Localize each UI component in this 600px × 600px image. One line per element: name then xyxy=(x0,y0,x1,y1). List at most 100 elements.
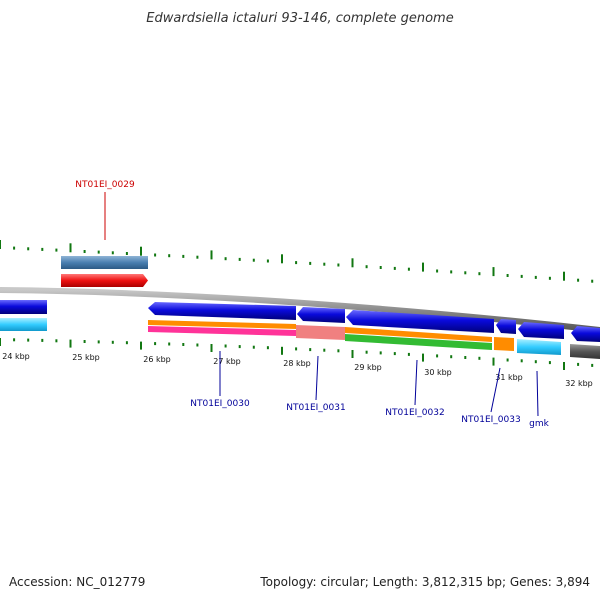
major-tick xyxy=(140,246,142,256)
minor-tick xyxy=(168,254,171,258)
minor-tick xyxy=(407,352,410,356)
minor-tick xyxy=(97,250,100,254)
orange-band-2[interactable] xyxy=(345,327,492,342)
gene-label-nt01ei-0032[interactable]: NT01EI_0032 xyxy=(385,408,444,418)
major-tick xyxy=(351,350,354,358)
cds-right-edge[interactable] xyxy=(571,326,600,342)
minor-tick xyxy=(309,261,312,265)
kbp-label: 28 kbp xyxy=(283,359,311,368)
minor-tick xyxy=(238,345,241,349)
annotation-bands xyxy=(148,320,600,359)
cds-nt01ei-0031[interactable] xyxy=(297,307,345,323)
lower-tick-ruler xyxy=(0,338,594,370)
kbp-label: 27 kbp xyxy=(213,357,241,366)
gene-label-nt01ei-0031[interactable]: NT01EI_0031 xyxy=(286,403,345,413)
gene-gmk-band[interactable] xyxy=(517,339,561,355)
label-leader-line xyxy=(490,367,501,413)
minor-tick xyxy=(407,267,410,271)
minor-tick xyxy=(168,342,171,346)
minor-tick xyxy=(111,251,114,255)
minor-tick xyxy=(182,254,185,258)
minor-tick xyxy=(591,363,594,367)
gene-labels: NT01EI_0029 NT01EI_0030 NT01EI_0031 NT01… xyxy=(75,180,549,429)
label-leader-line xyxy=(414,359,418,406)
gray-feature-right[interactable] xyxy=(570,344,600,359)
gene-label-gmk[interactable]: gmk xyxy=(529,419,549,429)
minor-tick xyxy=(520,274,523,278)
minor-tick xyxy=(238,257,241,261)
cds-nt01ei-0030[interactable] xyxy=(148,302,296,320)
steel-feature[interactable] xyxy=(61,256,148,269)
upper-tick-ruler xyxy=(0,240,594,283)
minor-tick xyxy=(323,348,326,352)
major-tick xyxy=(492,357,495,366)
minor-tick xyxy=(436,269,439,273)
kbp-label: 29 kbp xyxy=(354,363,382,372)
minor-tick xyxy=(534,360,537,364)
major-tick xyxy=(422,353,424,362)
minor-tick xyxy=(478,356,481,360)
minor-tick xyxy=(41,247,44,251)
minor-tick xyxy=(266,259,269,263)
minor-tick xyxy=(266,346,269,350)
minor-tick xyxy=(111,340,114,344)
minor-tick xyxy=(196,343,199,347)
cds-nt01ei-0032[interactable] xyxy=(346,310,494,333)
minor-tick xyxy=(295,347,298,351)
minor-tick xyxy=(125,252,128,255)
gene-label-nt01ei-0029[interactable]: NT01EI_0029 xyxy=(75,180,135,190)
major-tick xyxy=(140,341,142,350)
minor-tick xyxy=(27,247,30,251)
minor-tick xyxy=(55,248,58,252)
minor-tick xyxy=(548,276,551,280)
minor-tick xyxy=(309,348,312,352)
minor-tick xyxy=(13,246,16,250)
minor-tick xyxy=(13,338,16,342)
minor-tick xyxy=(252,345,255,349)
minor-tick xyxy=(577,278,580,282)
major-tick xyxy=(281,254,283,264)
minor-tick xyxy=(224,344,227,348)
green-band[interactable] xyxy=(345,334,492,350)
major-tick xyxy=(422,262,424,272)
minor-tick xyxy=(577,362,580,366)
major-tick xyxy=(210,344,213,352)
kbp-label: 25 kbp xyxy=(72,353,100,362)
gene-label-nt01ei-0030[interactable]: NT01EI_0030 xyxy=(190,399,250,409)
major-tick xyxy=(69,243,72,253)
minor-tick xyxy=(379,266,382,269)
minor-tick xyxy=(478,272,481,276)
cds-left-edge[interactable] xyxy=(0,300,47,314)
minor-tick xyxy=(520,359,523,363)
orange-band-3[interactable] xyxy=(494,337,514,351)
minor-tick xyxy=(252,258,255,262)
pink-band[interactable] xyxy=(148,326,296,336)
red-feature-arrow[interactable] xyxy=(61,274,148,287)
minor-tick xyxy=(55,339,58,343)
minor-tick xyxy=(97,340,100,344)
minor-tick xyxy=(182,343,185,346)
minor-tick xyxy=(125,341,128,345)
major-tick xyxy=(210,250,213,260)
orange-band-1[interactable] xyxy=(148,320,296,329)
gene-label-nt01ei-0033[interactable]: NT01EI_0033 xyxy=(461,415,520,425)
major-tick xyxy=(351,258,354,268)
minor-tick xyxy=(534,275,537,279)
cds-nt01ei-0033[interactable] xyxy=(496,319,516,334)
minor-tick xyxy=(393,266,396,270)
minor-tick xyxy=(464,356,467,359)
major-tick xyxy=(563,271,565,281)
minor-tick xyxy=(337,263,340,267)
cds-gmk[interactable] xyxy=(518,322,564,339)
salmon-band[interactable] xyxy=(296,325,345,340)
minor-tick xyxy=(379,351,382,355)
minor-tick xyxy=(337,349,340,353)
minor-tick xyxy=(295,261,298,265)
minor-tick xyxy=(506,358,509,362)
major-tick xyxy=(563,362,565,370)
gene-left-edge[interactable] xyxy=(0,318,47,331)
minor-tick xyxy=(83,250,86,253)
feature-nt01ei-0029[interactable] xyxy=(61,192,148,287)
genome-backbone xyxy=(0,287,600,333)
